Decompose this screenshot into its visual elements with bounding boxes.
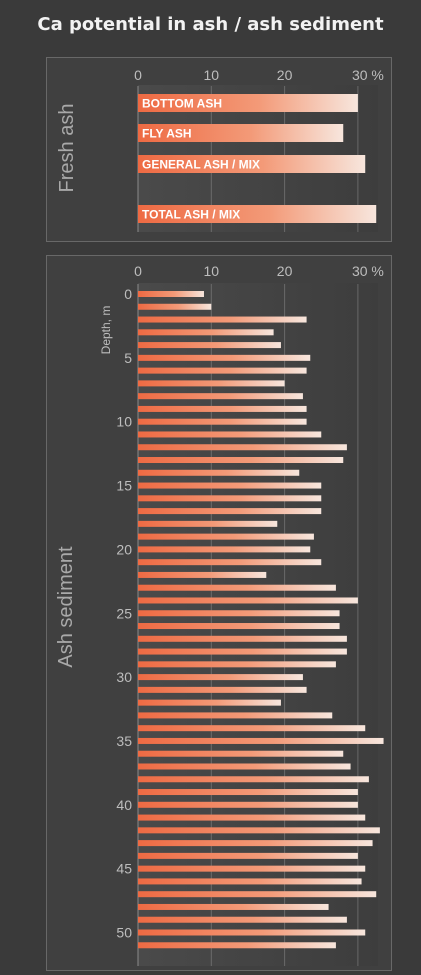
sediment-bar — [138, 840, 373, 847]
fresh-x-tick-label: 0 — [134, 67, 142, 83]
sediment-bar — [138, 559, 322, 566]
sediment-x-tick-label: 30 % — [352, 263, 384, 279]
sediment-bar — [138, 508, 322, 515]
sediment-x-tick-label: 10 — [204, 263, 220, 279]
sediment-bar — [138, 354, 311, 361]
sediment-bar — [138, 367, 307, 374]
sediment-y-tick-label: 30 — [116, 669, 132, 685]
sediment-y-tick-label: 40 — [116, 797, 132, 813]
sediment-bar — [138, 916, 347, 923]
sediment-bar — [138, 763, 351, 770]
fresh-x-tick-label: 20 — [277, 67, 293, 83]
sediment-bar — [138, 789, 358, 796]
sediment-bar — [138, 801, 358, 808]
sediment-y-tick-label: 0 — [124, 286, 132, 302]
sediment-bar — [138, 878, 362, 885]
sediment-x-tick-label: 20 — [277, 263, 293, 279]
sediment-bar — [138, 686, 307, 693]
sediment-bar — [138, 674, 303, 681]
sediment-bar — [138, 482, 322, 489]
sediment-bar — [138, 648, 347, 655]
sediment-bar — [138, 865, 366, 872]
sediment-bar — [138, 316, 307, 323]
sediment-bar — [138, 699, 281, 706]
sediment-bar — [138, 750, 344, 757]
sediment-bar — [138, 852, 358, 859]
fresh-bar-label: TOTAL ASH / MIX — [142, 208, 240, 222]
fresh-bar — [138, 155, 366, 173]
sediment-y-tick-label: 10 — [116, 414, 132, 430]
sediment-bar — [138, 329, 274, 336]
fresh-bar-label: BOTTOM ASH — [142, 97, 222, 111]
sediment-bar — [138, 393, 303, 400]
fresh-bar — [138, 124, 344, 142]
sediment-bar — [138, 712, 333, 719]
sediment-y-tick-label: 35 — [116, 733, 132, 749]
sediment-bar — [138, 942, 336, 949]
sediment-bar — [138, 431, 322, 438]
sediment-bar — [138, 418, 307, 425]
sediment-y-tick-label: 45 — [116, 861, 132, 877]
fresh-bar — [138, 94, 358, 112]
sediment-bar — [138, 623, 340, 630]
fresh-x-tick-label: 30 % — [352, 67, 384, 83]
sediment-bar — [138, 571, 267, 578]
chart-title: Ca potential in ash / ash sediment — [37, 14, 384, 35]
sediment-y-axis-label: Depth, m — [99, 306, 113, 355]
sediment-bar — [138, 737, 384, 744]
fresh-bar-label: FLY ASH — [142, 127, 192, 141]
sediment-bar — [138, 291, 204, 297]
sediment-bar — [138, 303, 212, 310]
sediment-bar — [138, 342, 281, 349]
sediment-bar — [138, 725, 366, 732]
ash-sediment-chart: 0 10 20 30 % 0 5 10 15 20 25 30 35 40 45 50 Depth, m — [99, 263, 384, 966]
sediment-x-tick-label: 0 — [134, 263, 142, 279]
sediment-bar — [138, 814, 366, 821]
fresh-bar-label: GENERAL ASH / MIX — [142, 158, 260, 172]
sediment-bar — [138, 610, 340, 617]
sediment-y-tick-label: 25 — [116, 605, 132, 621]
fresh-ash-chart: 0 10 20 30 % BOTTOM ASH FLY ASH GENERAL ASH / … — [134, 67, 384, 232]
sediment-bar — [138, 405, 307, 412]
sediment-y-tick-label: 20 — [116, 541, 132, 557]
sediment-y-tick-label: 50 — [116, 925, 132, 941]
sediment-y-tick-label: 5 — [124, 350, 132, 366]
sediment-bar — [138, 891, 377, 898]
sediment-bar — [138, 457, 344, 464]
sediment-bar — [138, 546, 311, 553]
sediment-bar — [138, 380, 285, 387]
sediment-bar — [138, 444, 347, 451]
sediment-bar — [138, 520, 278, 527]
sediment-bar — [138, 597, 358, 604]
sediment-y-tick-label: 15 — [116, 478, 132, 494]
sediment-bar — [138, 661, 336, 668]
sediment-bar — [138, 533, 314, 540]
sediment-bar — [138, 827, 380, 834]
sediment-bar — [138, 903, 329, 910]
fresh-x-tick-label: 10 — [204, 67, 220, 83]
sediment-bar — [138, 776, 369, 783]
fresh-bar — [138, 205, 377, 223]
sediment-bar — [138, 469, 300, 476]
sediment-bar — [138, 495, 322, 502]
sediment-bar — [138, 929, 366, 936]
sediment-bar — [138, 635, 347, 642]
sediment-bar — [138, 584, 336, 591]
